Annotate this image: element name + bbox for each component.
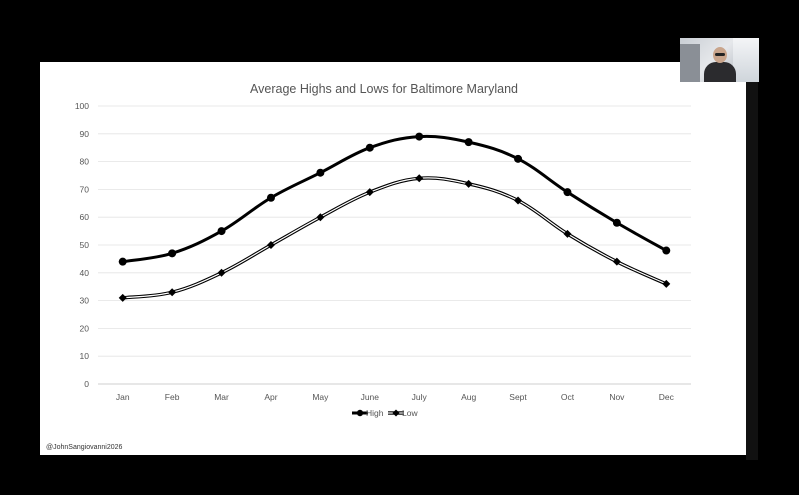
series-high bbox=[118, 132, 671, 266]
data-point-high-may bbox=[316, 168, 325, 177]
data-point-low-may bbox=[316, 213, 325, 222]
x-tick-label-june: June bbox=[361, 392, 380, 402]
x-axis-ticks: Jan Feb Mar Apr May June July Aug Sept Oct Nov Dec bbox=[116, 392, 675, 402]
series-line-low bbox=[122, 176, 667, 300]
y-tick-label-30: 30 bbox=[80, 296, 90, 306]
legend-label-high: High bbox=[366, 408, 384, 418]
slide bbox=[40, 62, 746, 455]
series-line-inner-low bbox=[122, 177, 667, 299]
data-point-low-june bbox=[365, 188, 374, 197]
data-point-high-feb bbox=[168, 249, 177, 258]
data-point-high-jan bbox=[118, 257, 127, 266]
x-tick-label-dec: Dec bbox=[659, 392, 675, 402]
data-point-high-sept bbox=[514, 154, 523, 163]
webcam-thumbnail[interactable] bbox=[680, 38, 759, 82]
data-point-high-july bbox=[415, 132, 424, 141]
y-tick-label-50: 50 bbox=[80, 240, 90, 250]
y-tick-label-100: 100 bbox=[75, 101, 89, 111]
y-tick-label-70: 70 bbox=[80, 184, 90, 194]
gridlines bbox=[98, 105, 691, 385]
series-group bbox=[118, 132, 671, 302]
data-point-low-feb bbox=[168, 288, 177, 297]
window-edge bbox=[746, 82, 758, 460]
data-point-high-mar bbox=[217, 227, 226, 236]
data-point-low-nov bbox=[612, 257, 621, 266]
x-tick-label-feb: Feb bbox=[165, 392, 180, 402]
data-point-high-aug bbox=[464, 138, 473, 147]
series-low bbox=[118, 174, 671, 302]
data-point-high-oct bbox=[563, 188, 572, 197]
x-tick-label-oct: Oct bbox=[561, 392, 575, 402]
legend-item-high: High bbox=[352, 408, 384, 418]
x-tick-label-mar: Mar bbox=[214, 392, 229, 402]
data-point-high-apr bbox=[266, 193, 275, 202]
chart-title: Average Highs and Lows for Baltimore Mar… bbox=[250, 82, 518, 96]
presenter-glasses bbox=[715, 53, 725, 56]
data-point-low-sept bbox=[514, 196, 523, 205]
y-tick-label-20: 20 bbox=[80, 323, 90, 333]
x-tick-label-apr: Apr bbox=[264, 392, 277, 402]
y-tick-label-80: 80 bbox=[80, 157, 90, 167]
x-tick-label-aug: Aug bbox=[461, 392, 476, 402]
data-point-high-dec bbox=[662, 246, 671, 255]
x-tick-label-july: July bbox=[412, 392, 428, 402]
y-axis-ticks: 0 10 20 30 40 50 60 70 80 90 100 bbox=[75, 101, 89, 389]
legend: High Low bbox=[352, 408, 418, 418]
data-point-high-nov bbox=[612, 218, 621, 227]
x-tick-label-sept: Sept bbox=[509, 392, 527, 402]
data-point-low-aug bbox=[464, 179, 473, 188]
x-tick-label-nov: Nov bbox=[609, 392, 625, 402]
data-point-low-dec bbox=[662, 279, 671, 288]
credit-text: @JohnSangiovanni2026 bbox=[46, 444, 123, 451]
y-tick-label-10: 10 bbox=[80, 351, 90, 361]
series-line-high bbox=[122, 134, 668, 264]
x-tick-label-jan: Jan bbox=[116, 392, 130, 402]
data-point-high-june bbox=[365, 143, 374, 152]
webcam-background-shelf bbox=[680, 44, 700, 82]
data-point-low-jan bbox=[118, 293, 127, 302]
data-point-low-apr bbox=[266, 241, 275, 249]
legend-marker-low bbox=[392, 409, 400, 417]
presenter-body bbox=[704, 62, 736, 82]
legend-marker-high bbox=[356, 409, 364, 417]
data-point-low-mar bbox=[217, 268, 226, 277]
x-tick-label-may: May bbox=[312, 392, 329, 402]
data-point-low-july bbox=[415, 174, 424, 183]
y-tick-label-90: 90 bbox=[80, 129, 90, 139]
y-tick-label-40: 40 bbox=[80, 268, 90, 278]
webcam-background-window bbox=[733, 38, 759, 82]
data-point-low-oct bbox=[563, 229, 572, 238]
y-tick-label-0: 0 bbox=[84, 379, 89, 389]
legend-item-low: Low bbox=[388, 408, 418, 418]
y-tick-label-60: 60 bbox=[80, 212, 90, 222]
legend-label-low: Low bbox=[402, 408, 418, 418]
